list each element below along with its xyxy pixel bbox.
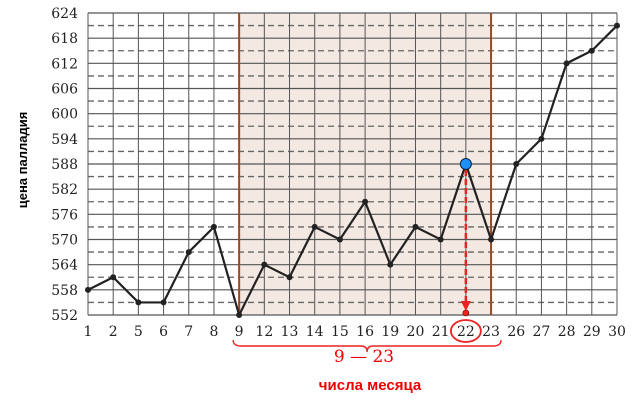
x-tick-label: 27 [533,324,551,340]
x-tick-label: 16 [356,324,374,340]
highlighted-point [459,158,472,170]
data-point [538,135,545,142]
data-point [85,286,91,293]
y-tick-label: 618 [51,31,78,47]
x-axis-label: числа месяца [319,377,422,394]
data-point [387,261,394,268]
data-point [563,60,570,67]
y-tick-label: 558 [51,283,78,299]
y-tick-label: 564 [51,258,78,274]
y-tick-label: 600 [51,107,78,123]
x-tick-label: 28 [558,324,576,340]
y-tick-label: 624 [51,6,78,22]
x-tick-label: 20 [407,324,425,340]
highlighted-tick-circle [449,319,482,343]
data-point [261,261,268,268]
y-tick-label: 576 [51,207,78,223]
x-tick-label: 15 [331,324,349,340]
drop-arrow-head [460,301,471,311]
data-point [210,223,217,230]
data-point [185,249,192,256]
series-line [87,24,618,319]
range-brace [232,339,502,353]
x-tick-label: 6 [159,324,168,340]
x-tick-label: 9 [235,324,244,340]
x-tick-label: 1 [84,324,93,340]
data-point [311,223,318,230]
y-tick-label: 594 [51,132,78,148]
y-tick-label: 552 [51,308,78,324]
x-tick-label: 23 [482,324,500,340]
x-tick-label: 13 [281,324,299,340]
data-point [513,161,520,167]
x-tick-label: 30 [608,324,626,340]
data-point [437,236,444,243]
x-tick-label: 22 [457,324,475,340]
data-point [588,47,595,54]
data-point [236,312,243,318]
y-tick-label: 606 [51,82,78,98]
range-label: 9 — 23 [334,347,394,367]
data-point [362,198,369,205]
x-tick-label: 7 [184,324,193,340]
y-tick-label: 612 [51,56,78,72]
x-tick-label: 29 [583,324,601,340]
data-point [110,274,117,281]
x-tick-label: 5 [134,324,143,340]
x-tick-label: 19 [381,324,399,340]
data-point [614,22,620,29]
data-point [412,223,419,230]
data-point [135,299,142,306]
y-tick-label: 588 [51,157,78,173]
y-tick-label: 582 [51,182,78,198]
x-tick-label: 21 [432,324,450,340]
data-point [286,274,293,281]
x-tick-label: 2 [109,324,118,340]
drop-arrow-end-point [462,309,470,317]
x-tick-label: 14 [306,324,324,340]
x-tick-label: 26 [507,324,525,340]
data-point [160,299,167,306]
data-point [336,236,343,243]
x-tick-label: 12 [255,324,273,340]
y-axis-label: цена палладия [15,112,30,209]
data-point [488,236,495,243]
y-tick-label: 570 [51,233,78,249]
x-tick-label: 8 [209,324,218,340]
